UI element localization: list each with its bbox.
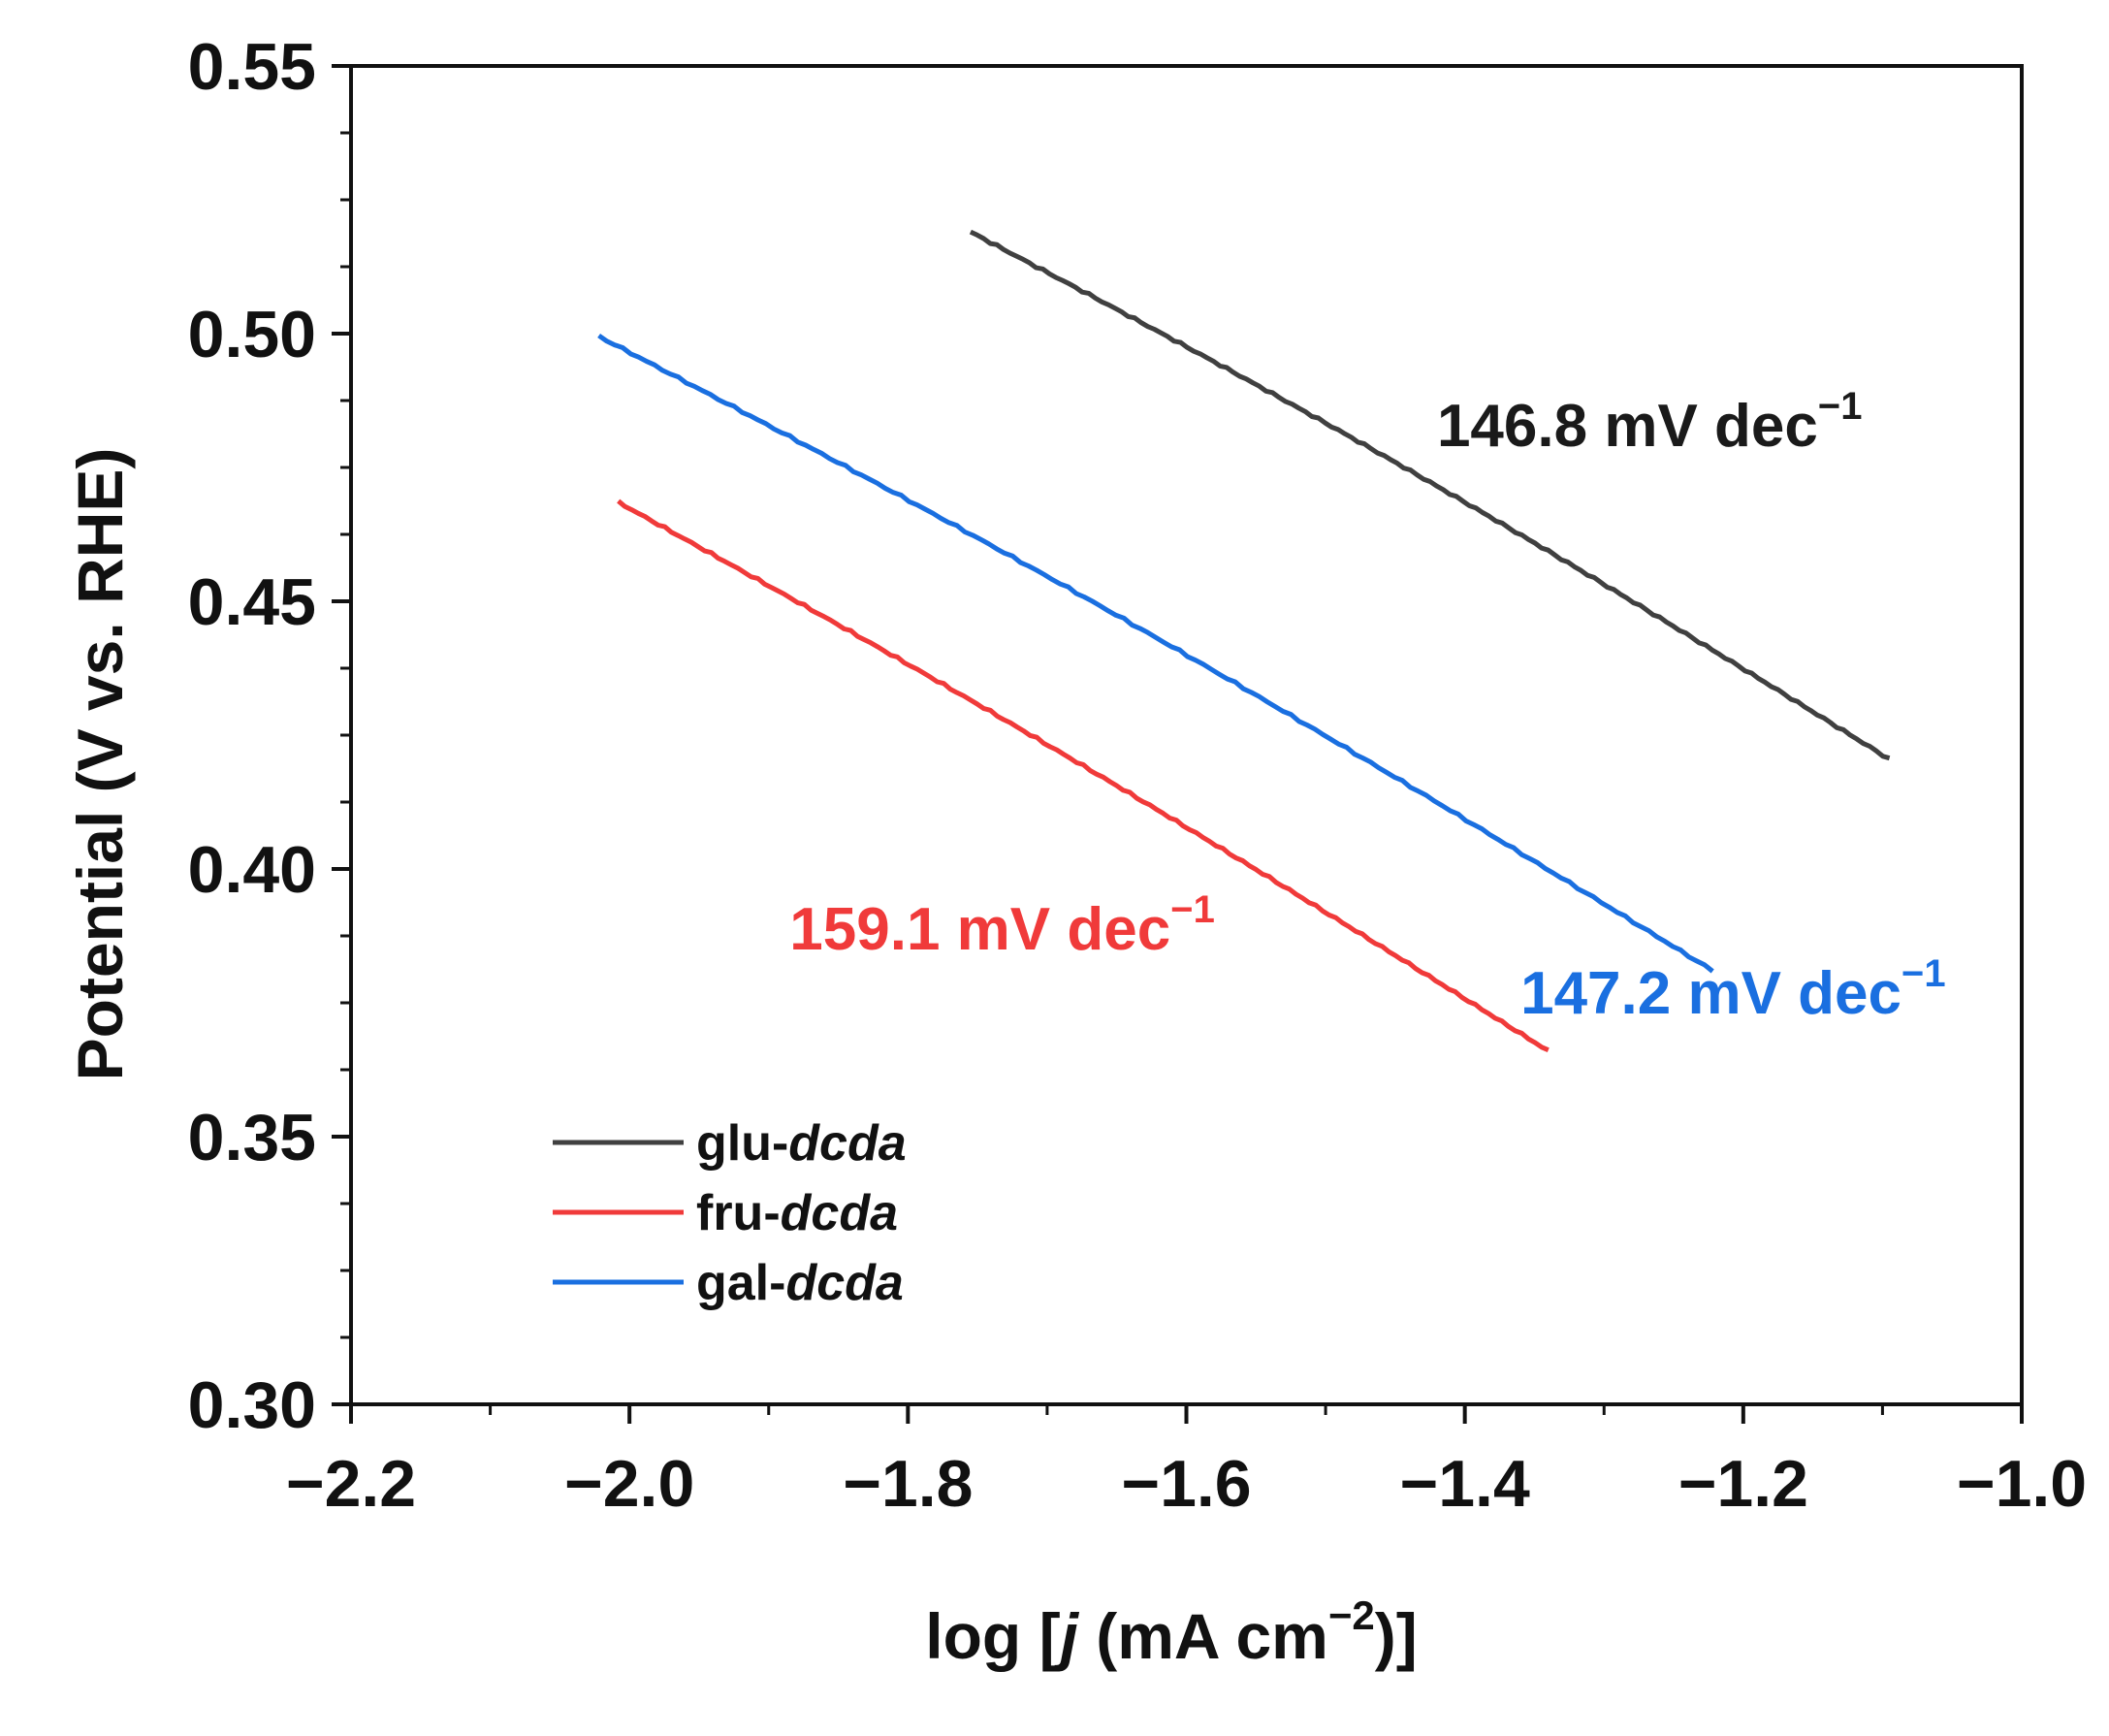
plot-frame bbox=[349, 64, 2024, 1406]
legend-label-gal: gal-dcda bbox=[696, 1255, 904, 1311]
y-tick-label: 0.55 bbox=[188, 30, 316, 104]
x-tick-label: −1.6 bbox=[1121, 1447, 1251, 1521]
x-tick-label: −2.0 bbox=[564, 1447, 694, 1521]
y-tick-label: 0.40 bbox=[188, 833, 316, 907]
legend-label-fru: fru-dcda bbox=[696, 1185, 898, 1241]
series-line-fru bbox=[617, 498, 1550, 1052]
legend: glu-dcda fru-dcda gal-dcda bbox=[553, 1115, 907, 1311]
x-tick-label: −1.2 bbox=[1678, 1447, 1808, 1521]
y-axis-label: Potential (V vs. RHE) bbox=[64, 448, 136, 1081]
y-axis: 0.30 0.35 0.40 0.45 0.50 0.55 bbox=[188, 30, 351, 1442]
slope-label-glu: 146.8 mV dec−1 bbox=[1437, 385, 1863, 460]
series-line-gal bbox=[597, 333, 1714, 974]
y-tick-label: 0.45 bbox=[188, 565, 316, 639]
x-tick-label: −1.0 bbox=[1957, 1447, 2087, 1521]
series-line-glu bbox=[969, 229, 1891, 761]
y-tick-label: 0.35 bbox=[188, 1101, 316, 1174]
slope-annotations: 146.8 mV dec−1 159.1 mV dec−1 147.2 mV dec… bbox=[789, 385, 1945, 1027]
plot-border bbox=[349, 64, 2024, 1406]
series-lines bbox=[597, 229, 1891, 1052]
x-tick-label: −1.4 bbox=[1400, 1447, 1530, 1521]
y-tick-label: 0.30 bbox=[188, 1368, 316, 1442]
legend-label-glu: glu-dcda bbox=[696, 1115, 907, 1172]
slope-label-gal: 147.2 mV dec−1 bbox=[1520, 952, 1946, 1027]
x-axis-label: log [j (mA cm−2)] bbox=[925, 1592, 1417, 1672]
x-tick-label: −1.8 bbox=[843, 1447, 973, 1521]
y-tick-label: 0.50 bbox=[188, 298, 316, 371]
x-axis: −2.2 −2.0 −1.8 −1.6 −1.4 −1.2 −1.0 bbox=[286, 1404, 2087, 1521]
x-tick-label: −2.2 bbox=[286, 1447, 416, 1521]
slope-label-fru: 159.1 mV dec−1 bbox=[789, 888, 1215, 963]
